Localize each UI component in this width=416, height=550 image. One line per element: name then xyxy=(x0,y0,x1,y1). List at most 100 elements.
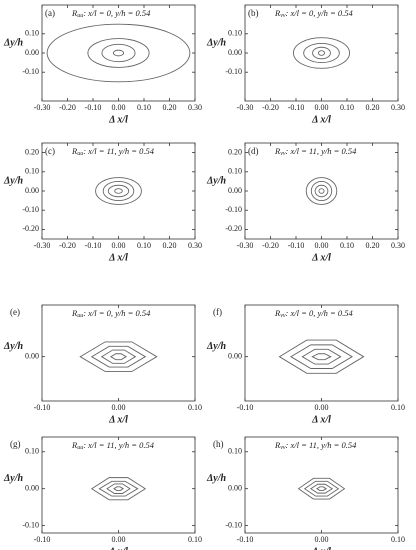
x-tick-label: -0.20 xyxy=(59,103,76,112)
contour xyxy=(98,480,139,497)
panel-title: Ruu: x/l = 11, y/h = 0.54 xyxy=(71,146,155,157)
y-tick-label: 0.00 xyxy=(228,484,242,493)
x-tick-label: 0.00 xyxy=(315,535,329,544)
title-subscript: vv xyxy=(280,151,286,157)
contour xyxy=(311,353,332,361)
y-tick-label: 0.00 xyxy=(25,352,39,361)
contour xyxy=(107,184,130,198)
contour xyxy=(290,344,353,369)
contour xyxy=(297,477,346,500)
y-tick-label: -0.10 xyxy=(225,67,242,76)
plot-frame xyxy=(244,142,399,240)
x-tick-label: 0.30 xyxy=(391,103,405,112)
plot-frame xyxy=(41,142,196,240)
panel: -0.30 -0.20 -0.10 0.00 0.10 0.20 0.30 -0.20 -0.1… xyxy=(206,142,405,263)
x-tick-label: 0.10 xyxy=(391,403,405,412)
x-tick-label: 0.00 xyxy=(315,103,329,112)
y-tick-label: -0.20 xyxy=(225,224,242,233)
x-tick-label: 0.10 xyxy=(137,241,151,250)
x-tick-label: 0.00 xyxy=(112,103,126,112)
title-text: : x/l = 0, y/h = 0.54 xyxy=(83,308,151,318)
contour xyxy=(303,480,340,497)
contour xyxy=(90,477,147,501)
x-tick-label: -0.10 xyxy=(288,241,305,250)
x-tick-label: 0.10 xyxy=(137,103,151,112)
y-axis-label: Δy/h xyxy=(206,175,226,186)
y-tick-label: 0.10 xyxy=(25,29,39,38)
title-symbol: R xyxy=(274,440,281,450)
x-axis-label: Δ x/l xyxy=(108,546,128,550)
y-tick-label: 0.20 xyxy=(25,147,39,156)
title-subscript: uu xyxy=(77,313,83,319)
contour xyxy=(310,180,333,202)
contour xyxy=(90,345,147,368)
title-subscript: uu xyxy=(77,445,83,451)
panel-title: Ruu: x/l = 0, y/h = 0.54 xyxy=(71,308,151,319)
x-tick-label: -0.20 xyxy=(262,103,279,112)
x-tick-label: -0.20 xyxy=(262,241,279,250)
title-text: : x/l = 11, y/h = 0.54 xyxy=(83,146,155,156)
title-subscript: uu xyxy=(77,13,83,19)
plot-frame xyxy=(41,304,196,402)
x-tick-label: 0.00 xyxy=(112,241,126,250)
y-axis-label: Δy/h xyxy=(206,473,226,484)
title-text: : x/l = 11, y/h = 0.54 xyxy=(286,440,358,450)
contour xyxy=(87,38,150,68)
title-text: : x/l = 11, y/h = 0.54 xyxy=(83,440,155,450)
x-tick-label: 0.30 xyxy=(188,241,202,250)
contour xyxy=(113,486,124,491)
x-tick-label: -0.30 xyxy=(34,103,51,112)
y-tick-label: 0.10 xyxy=(228,447,242,456)
panel: -0.30 -0.20 -0.10 0.00 0.10 0.20 0.30 -0.10 0.00… xyxy=(3,4,202,125)
panel: -0.10 0.00 0.10 -0.10 0.00 0.10 Δ x/l Δy/h (h) Rv… xyxy=(206,436,405,550)
contour xyxy=(79,341,158,372)
panel-label: (c) xyxy=(45,146,55,156)
contour xyxy=(100,349,137,364)
contour xyxy=(305,177,338,205)
contour xyxy=(95,177,142,205)
x-tick-label: -0.10 xyxy=(34,535,51,544)
x-tick-label: -0.30 xyxy=(237,103,254,112)
plot-frame xyxy=(244,304,399,402)
panel: -0.30 -0.20 -0.10 0.00 0.10 0.20 0.30 -0.10 0.00… xyxy=(206,4,405,125)
x-tick-label: 0.20 xyxy=(366,241,380,250)
panel-label: (d) xyxy=(248,146,259,156)
x-tick-label: 0.00 xyxy=(112,535,126,544)
y-tick-label: -0.10 xyxy=(22,520,39,529)
title-symbol: R xyxy=(274,146,281,156)
y-tick-label: 0.00 xyxy=(25,48,39,57)
y-tick-label: 0.20 xyxy=(228,147,242,156)
y-tick-label: -0.20 xyxy=(22,224,39,233)
contour xyxy=(101,43,136,63)
title-subscript: vv xyxy=(280,445,286,451)
contour xyxy=(317,50,326,56)
x-tick-label: -0.10 xyxy=(288,103,305,112)
contour xyxy=(314,184,329,198)
x-tick-label: 0.10 xyxy=(188,403,202,412)
contour xyxy=(106,483,131,494)
panel-label: (a) xyxy=(45,8,55,18)
x-tick-label: -0.30 xyxy=(237,241,254,250)
title-text: : x/l = 0, y/h = 0.54 xyxy=(83,8,151,18)
panel: -0.10 0.00 0.10 -0.10 0.00 0.10 Δ x/l Δy/h (g) Ru… xyxy=(3,436,202,550)
x-axis-label: Δ x/l xyxy=(311,114,331,125)
x-axis-label: Δ x/l xyxy=(311,414,331,425)
y-tick-label: 0.10 xyxy=(25,167,39,176)
y-tick-label: 0.10 xyxy=(228,167,242,176)
x-tick-label: -0.10 xyxy=(34,403,51,412)
plot-frame xyxy=(244,436,399,534)
contour xyxy=(46,23,191,83)
title-symbol: R xyxy=(71,8,78,18)
x-tick-label: 0.10 xyxy=(340,103,354,112)
title-subscript: vv xyxy=(280,13,286,19)
title-text: : x/l = 0, y/h = 0.54 xyxy=(286,8,354,18)
x-tick-label: 0.00 xyxy=(112,403,126,412)
panel-title: Rvv: x/l = 11, y/h = 0.54 xyxy=(274,440,357,451)
title-text: : x/l = 11, y/h = 0.54 xyxy=(286,146,358,156)
y-axis-label: Δy/h xyxy=(3,175,23,186)
x-axis-label: Δ x/l xyxy=(108,414,128,425)
contour xyxy=(303,42,340,64)
panel-label: (g) xyxy=(10,439,21,449)
title-symbol: R xyxy=(274,308,281,318)
